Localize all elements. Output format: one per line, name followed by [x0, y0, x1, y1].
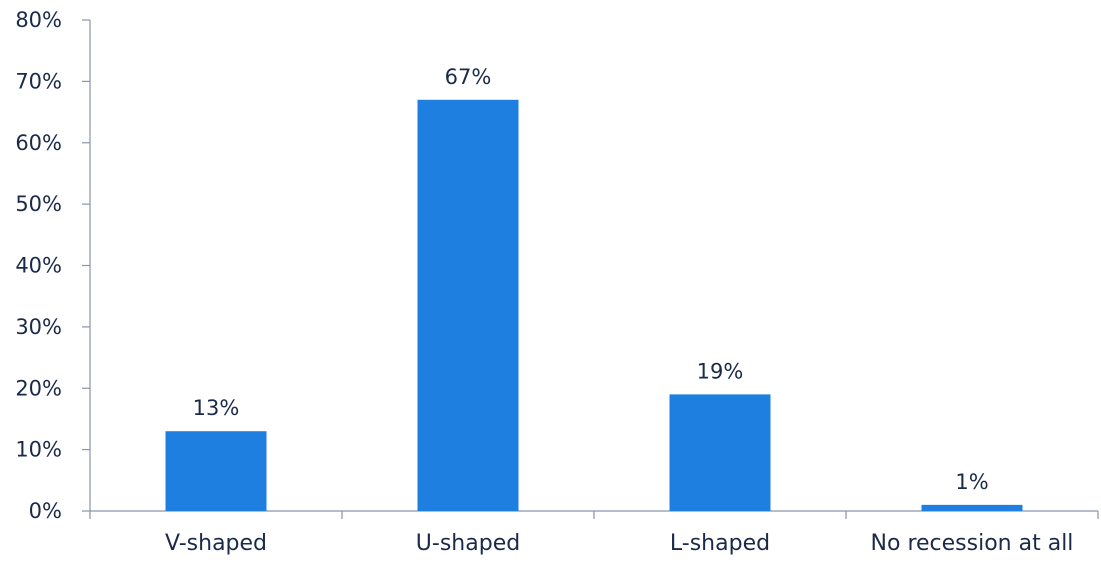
- y-tick-label: 40%: [15, 254, 62, 278]
- y-tick-label: 20%: [15, 376, 62, 400]
- y-tick-label: 10%: [15, 438, 62, 462]
- x-category-label: V-shaped: [165, 531, 267, 556]
- x-axis: V-shaped U-shaped L-shaped No recession at …: [89, 510, 1099, 556]
- bar-no-recession-at-all: [921, 504, 1023, 511]
- y-tick-label: 60%: [15, 131, 62, 155]
- x-category-label: U-shaped: [416, 531, 520, 556]
- bar-value-label: 67%: [445, 65, 492, 89]
- bar-l-shaped: [669, 394, 771, 511]
- data-labels: 13% 67% 19% 1%: [193, 65, 989, 494]
- x-category-label: L-shaped: [670, 531, 770, 556]
- y-tick-label: 0%: [29, 499, 62, 523]
- bar-value-label: 19%: [697, 359, 744, 383]
- y-tick-label: 80%: [15, 8, 62, 32]
- bars: [165, 99, 1023, 511]
- y-tick-label: 70%: [15, 69, 62, 93]
- y-tick-label: 30%: [15, 315, 62, 339]
- x-category-label: No recession at all: [871, 531, 1074, 556]
- bar-v-shaped: [165, 431, 267, 511]
- bar-value-label: 13%: [193, 396, 240, 420]
- bar-u-shaped: [417, 99, 519, 511]
- y-tick-label: 50%: [15, 192, 62, 216]
- bar-value-label: 1%: [955, 470, 988, 494]
- y-axis: 0% 10% 20% 30% 40% 50% 60% 70% 80%: [15, 8, 91, 523]
